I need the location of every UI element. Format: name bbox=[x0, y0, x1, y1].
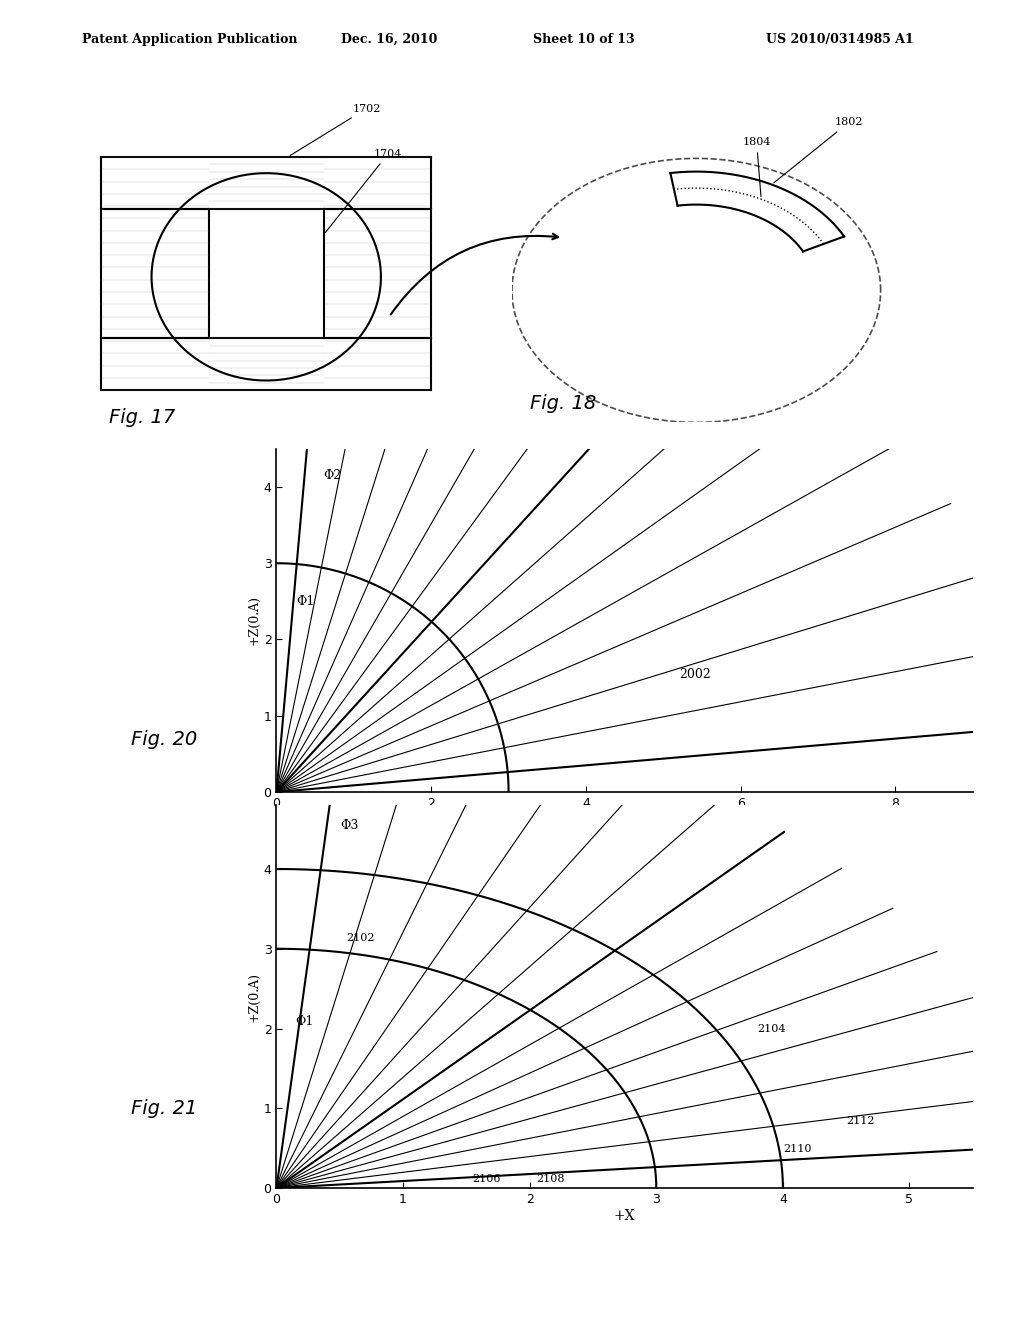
Text: 2106: 2106 bbox=[473, 1173, 501, 1184]
Text: Patent Application Publication: Patent Application Publication bbox=[82, 33, 297, 46]
Text: 2110: 2110 bbox=[783, 1144, 811, 1154]
Text: Sheet 10 of 13: Sheet 10 of 13 bbox=[532, 33, 635, 46]
Text: Dec. 16, 2010: Dec. 16, 2010 bbox=[341, 33, 437, 46]
Y-axis label: +Z(0.A): +Z(0.A) bbox=[248, 595, 261, 645]
Text: 2108: 2108 bbox=[536, 1173, 564, 1184]
X-axis label: +X: +X bbox=[614, 1209, 635, 1222]
Text: 1802: 1802 bbox=[774, 117, 863, 182]
Text: 2102: 2102 bbox=[346, 933, 375, 942]
Text: 1702: 1702 bbox=[290, 103, 381, 156]
Text: US 2010/0314985 A1: US 2010/0314985 A1 bbox=[766, 33, 913, 46]
Text: 2002: 2002 bbox=[679, 668, 711, 681]
Y-axis label: +Z(0.A): +Z(0.A) bbox=[248, 972, 261, 1022]
Text: Φ2: Φ2 bbox=[323, 470, 341, 482]
Text: 2104: 2104 bbox=[758, 1024, 786, 1035]
Text: Fig. 17: Fig. 17 bbox=[109, 408, 175, 426]
Text: 1804: 1804 bbox=[742, 137, 771, 197]
Text: Fig. 18: Fig. 18 bbox=[530, 395, 597, 413]
Text: 1704: 1704 bbox=[326, 149, 402, 232]
Text: Φ3: Φ3 bbox=[340, 820, 358, 832]
Text: 2112: 2112 bbox=[846, 1117, 874, 1126]
Text: Φ1: Φ1 bbox=[296, 595, 314, 609]
Text: Φ1: Φ1 bbox=[296, 1015, 313, 1027]
Text: Fig. 21: Fig. 21 bbox=[131, 1100, 197, 1118]
X-axis label: +X: +X bbox=[614, 813, 635, 826]
Text: Fig. 20: Fig. 20 bbox=[131, 730, 197, 748]
